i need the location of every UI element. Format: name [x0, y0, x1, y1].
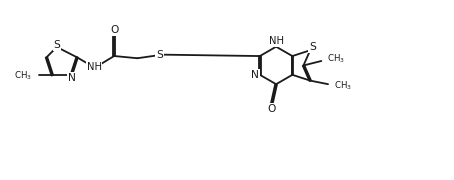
Text: N: N: [68, 73, 76, 83]
Text: NH: NH: [269, 36, 284, 46]
Text: N: N: [252, 70, 259, 80]
Text: CH$_3$: CH$_3$: [334, 80, 352, 92]
Text: O: O: [110, 25, 118, 35]
Text: O: O: [267, 104, 276, 114]
Text: S: S: [309, 42, 316, 52]
Text: S: S: [54, 40, 60, 50]
Text: NH: NH: [87, 62, 102, 72]
Text: S: S: [156, 50, 163, 60]
Text: CH$_3$: CH$_3$: [15, 69, 32, 82]
Text: CH$_3$: CH$_3$: [327, 53, 345, 66]
